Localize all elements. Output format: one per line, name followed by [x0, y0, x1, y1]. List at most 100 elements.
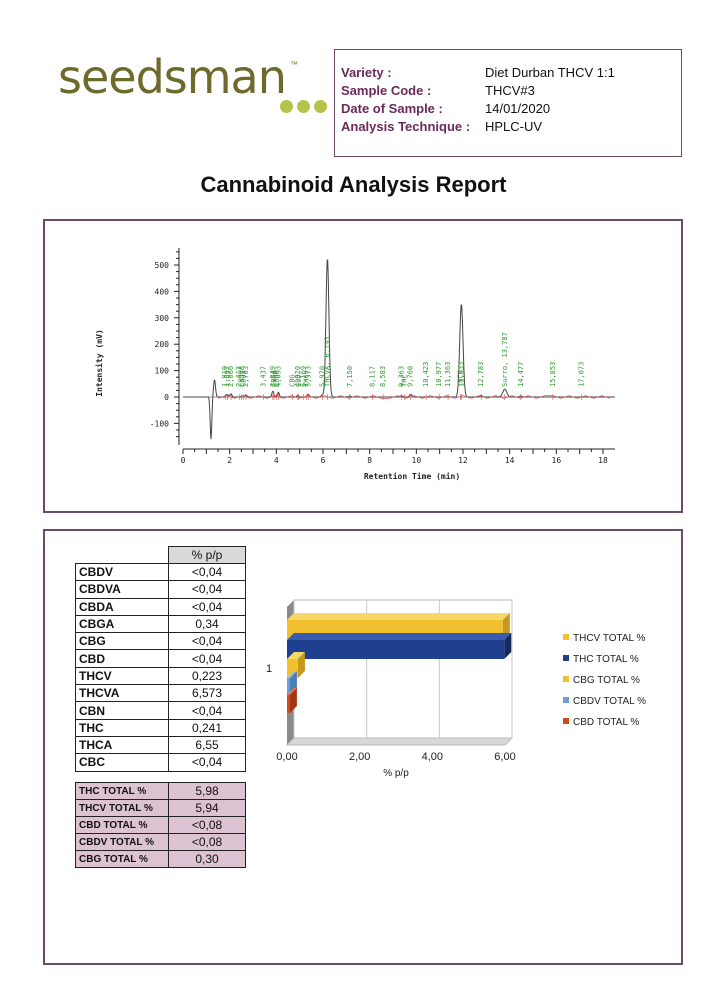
peak-label: THC: [401, 374, 409, 387]
column-header-percent: % p/p: [168, 546, 246, 564]
cannabinoid-name: CBD: [75, 649, 169, 668]
legend-swatch: [563, 676, 569, 682]
date-label: Date of Sample :: [341, 101, 443, 116]
cannabinoid-name: CBDVA: [75, 580, 169, 599]
peak-label: 4,093: [274, 366, 282, 387]
cannabinoid-name: THCVA: [75, 684, 169, 703]
y-tick-label: -100: [150, 419, 169, 428]
peak-label: 11,933: [457, 362, 465, 387]
y-tick-label: 100: [155, 367, 170, 376]
peak-label: 8,117: [369, 366, 377, 387]
chart-x-tick: 4,00: [422, 751, 443, 763]
table-row: CBC <0,04: [75, 753, 246, 772]
table-row: THC 0,241: [75, 718, 246, 737]
cannabinoid-value: 6,55: [168, 735, 246, 755]
brand-wordmark: seedsman: [58, 50, 287, 104]
chart-x-label: % p/p: [383, 768, 409, 779]
legend-entry: THCV TOTAL %: [573, 633, 646, 644]
peak-label: 7,150: [346, 366, 354, 387]
total-value: <0,08: [168, 816, 246, 834]
cannabinoid-value: 0,223: [168, 666, 246, 686]
peak-label: THCA: [457, 369, 465, 387]
peak-label: 17,073: [577, 362, 585, 387]
legend-entry: CBD TOTAL %: [573, 717, 639, 728]
cannabinoid-table: % p/p CBDV <0,04 CBDVA <0,04 CBDA <0,04 CBGA 0,…: [75, 546, 246, 772]
total-value: <0,08: [168, 833, 246, 851]
legend-swatch: [563, 697, 569, 703]
chromatogram-plot: 0 2 4 6 8 10 12 14 16 18 500 400 300 200 100 0 -100 1,89…: [94, 248, 615, 481]
total-value: 5,94: [168, 799, 246, 817]
cannabinoid-value: <0,04: [168, 632, 246, 651]
y-tick-label: 0: [164, 393, 169, 402]
peak-label: 15,853: [549, 362, 557, 387]
seedsman-logo: seedsman ™: [58, 50, 327, 120]
totals-row: CBDV TOTAL % <0,08: [75, 833, 246, 851]
cannabinoid-name: CBN: [75, 701, 169, 720]
variety-value: Diet Durban THCV 1:1: [485, 65, 615, 80]
info-row-technique: Analysis Technique : HPLC-UV: [341, 118, 542, 136]
table-row: THCV 0,223: [75, 666, 246, 686]
cannabinoid-value: <0,04: [168, 701, 246, 720]
total-name: CBD TOTAL %: [75, 816, 169, 834]
legend-entry: CBDV TOTAL %: [573, 696, 646, 707]
info-row-variety: Variety : Diet Durban THCV 1:1: [341, 64, 615, 82]
x-tick-label: 16: [552, 456, 562, 465]
peak-label: CBDVA: [237, 365, 245, 387]
x-axis-label: Retention Time (min): [364, 471, 460, 481]
cannabinoid-value: <0,04: [168, 753, 246, 772]
report-title: Cannabinoid Analysis Report: [200, 172, 507, 197]
cannabinoid-value: 0,34: [168, 614, 246, 634]
peak-label: 2,060: [227, 366, 235, 387]
sample-info-box: Variety : Diet Durban THCV 1:1 Sample Co…: [334, 49, 682, 157]
total-value: 5,98: [168, 782, 246, 800]
cannabinoid-name: THC: [75, 718, 169, 737]
y-tick-label: 200: [155, 340, 170, 349]
legend-swatch: [563, 718, 569, 724]
cannabinoid-name: CBC: [75, 753, 169, 772]
x-tick-label: 2: [227, 456, 232, 465]
table-row: THCA 6,55: [75, 735, 246, 755]
totals-row: THC TOTAL % 5,98: [75, 782, 246, 800]
x-tick-label: 8: [367, 456, 372, 465]
peak-label: Surro, 13,787: [501, 332, 509, 387]
cannabinoid-value: <0,04: [168, 562, 246, 582]
cannabinoid-name: THCV: [75, 666, 169, 686]
peak-label: 4,920: [294, 366, 302, 387]
total-name: CBDV TOTAL %: [75, 833, 169, 851]
cannabinoid-name: THCA: [75, 735, 169, 755]
totals-row: CBG TOTAL % 0,30: [75, 850, 246, 868]
sample-code-value: THCV#3: [485, 83, 535, 98]
peak-label: 12,783: [477, 362, 485, 387]
table-row: CBDA <0,04: [75, 597, 246, 616]
y-axis-label: Intensity (mV): [94, 329, 104, 396]
totals-bar-chart: 0,00 2,00 4,00 6,00 % p/p 1 THCV TOTAL % THC TO…: [266, 599, 646, 779]
bar-2: [287, 652, 305, 678]
peak-label: CBD: [295, 374, 303, 387]
peak-label: 3,849: [269, 366, 277, 387]
logo-dots: [280, 100, 327, 113]
table-row: CBDVA <0,04: [75, 580, 246, 599]
variety-label: Variety :: [341, 65, 392, 80]
x-tick-label: 0: [181, 456, 186, 465]
peak-label: CBGA: [270, 369, 278, 387]
peak-label: 10,977: [435, 362, 443, 387]
chromatogram-panel: [43, 219, 683, 513]
cannabinoid-value: <0,04: [168, 597, 246, 616]
peak-label: THCV: [303, 369, 311, 387]
legend-entry: CBG TOTAL %: [573, 675, 640, 686]
peak-label: 5,169: [300, 366, 308, 387]
peak-label: 5,970: [318, 366, 326, 387]
totals-row: THCV TOTAL % 5,94: [75, 799, 246, 817]
cannabinoid-value: 6,573: [168, 684, 246, 703]
chart-category-label: 1: [266, 663, 272, 675]
cannabinoid-value: <0,04: [168, 649, 246, 668]
sample-code-label: Sample Code :: [341, 83, 432, 98]
x-tick-label: 4: [274, 456, 279, 465]
trademark-symbol: ™: [290, 60, 298, 69]
peak-label: 9,363: [397, 366, 405, 387]
y-tick-label: 300: [155, 314, 170, 323]
cannabinoid-name: CBG: [75, 632, 169, 651]
x-tick-label: 10: [412, 456, 422, 465]
legend-swatch: [563, 655, 569, 661]
cannabinoid-name: CBGA: [75, 614, 169, 634]
